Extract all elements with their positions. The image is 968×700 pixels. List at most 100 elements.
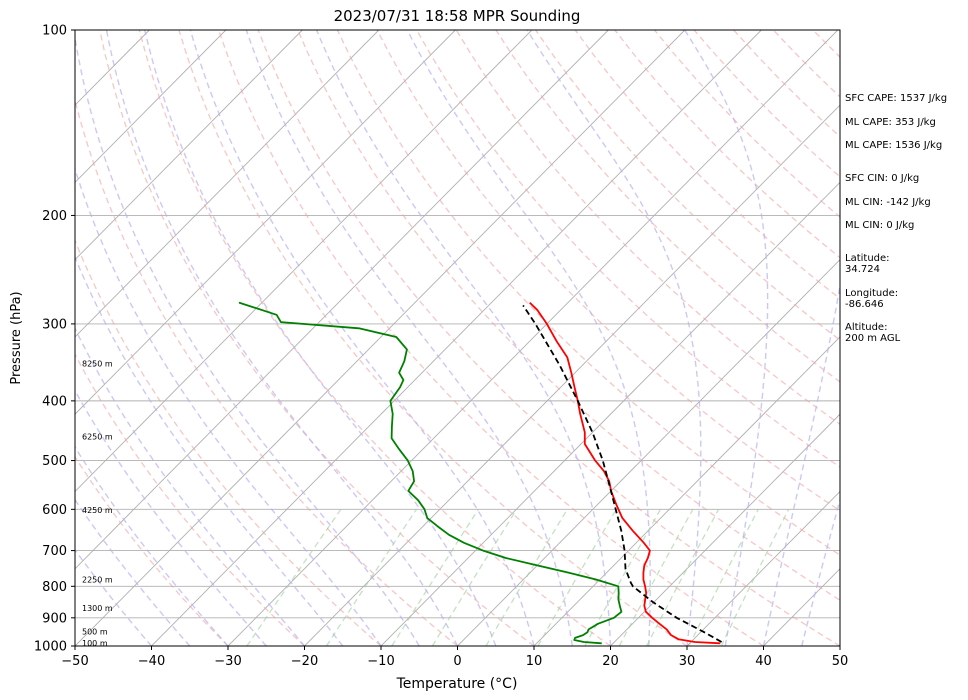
x-tick-label: 0: [453, 654, 461, 669]
parcel-profile-line: [522, 304, 723, 643]
x-tick-label: 40: [755, 654, 772, 669]
mixing-ratio-line: [584, 508, 662, 646]
latitude-text: Latitude: 34.724: [845, 253, 890, 275]
isotherm-line: [227, 30, 839, 646]
mixing-ratio-line: [431, 508, 518, 646]
longitude-text: Longitude: -86.646: [845, 288, 899, 310]
moist-adiabat-line: [189, 30, 535, 646]
moist-adiabat-line: [762, 282, 840, 646]
x-tick-label: −30: [214, 654, 241, 669]
mixing-ratio-line: [618, 508, 694, 646]
height-label: 8250 m: [82, 360, 113, 369]
isotherm-line: [75, 30, 533, 493]
isotherm-line: [75, 30, 456, 415]
isotherm-line: [533, 336, 840, 646]
y-axis-label: Pressure (hPa): [9, 291, 24, 384]
y-tick-label: 200: [42, 209, 67, 224]
y-tick-label: 600: [42, 503, 67, 518]
isotherm-line: [75, 30, 609, 570]
dry-adiabat-line: [99, 30, 535, 646]
background-lines: [75, 30, 840, 646]
moist-adiabat-line: [315, 30, 612, 646]
y-tick-label: 700: [42, 544, 67, 559]
dry-adiabat-line: [495, 30, 840, 383]
isotherm-line: [686, 490, 840, 646]
y-tick-label: 100: [42, 24, 67, 39]
x-tick-label: 20: [602, 654, 619, 669]
temperature-profile-line: [529, 301, 721, 645]
y-tick-label: 800: [42, 580, 67, 595]
mixing-ratio-line: [485, 508, 568, 646]
isotherm-line: [75, 30, 303, 261]
profile-lines: [238, 301, 723, 645]
moist-adiabat-line: [406, 30, 651, 646]
moist-adiabat-line: [105, 30, 459, 646]
moist-adiabat-line: [526, 30, 702, 646]
x-axis-label: Temperature (°C): [396, 676, 518, 692]
height-labels: 100 m 500 m 1300 m 2250 m 4250 m 6250 m 8250 m: [82, 360, 113, 648]
dry-adiabat-line: [217, 30, 764, 646]
dry-adiabat-line: [535, 30, 840, 341]
mixing-ratio-line: [720, 509, 790, 646]
moist-adiabat-line: [75, 445, 229, 646]
x-tick-label: −10: [367, 654, 394, 669]
height-label: 6250 m: [82, 433, 113, 442]
y-tick-label: 900: [42, 611, 67, 626]
dry-adiabat-line: [138, 30, 611, 646]
mixing-ratio-line: [688, 508, 759, 646]
y-tick-label: 400: [42, 394, 67, 409]
dry-adiabat-line: [75, 352, 305, 646]
x-tick-label: −40: [138, 654, 165, 669]
dry-adiabat-line: [178, 30, 688, 646]
moist-adiabat-line: [684, 30, 769, 646]
moist-adiabat-line: [75, 166, 382, 646]
height-label: 4250 m: [82, 506, 113, 515]
isotherm-line: [610, 413, 840, 646]
sfc-cape-text: SFC CAPE: 1537 J/kg: [845, 93, 948, 104]
moist-adiabat-line: [245, 30, 573, 646]
sounding-info-panel: SFC CAPE: 1537 J/kg ML CAPE: 353 J/kg ML…: [845, 0, 968, 700]
mixing-ratio-line: [391, 508, 479, 646]
mixing-ratio-line: [646, 508, 720, 646]
x-tick-label: 50: [832, 654, 849, 669]
dry-adiabat-line: [75, 98, 458, 646]
ml-cape-text: ML CAPE: 353 J/kg: [845, 117, 936, 128]
x-axis-ticks: −50 −40 −30 −20 −10 0 10 20 30 40 50: [61, 646, 848, 669]
ml-cin-text: ML CIN: -142 J/kg: [845, 197, 931, 208]
isotherm-line: [304, 104, 840, 646]
height-label: 2250 m: [82, 576, 113, 585]
y-axis-ticks: 100 200 300 400 500 600 700 800 900 1000: [34, 24, 75, 655]
height-label: 1300 m: [82, 604, 113, 613]
mixing-ratio-line: [325, 508, 417, 646]
height-label: 500 m: [82, 628, 108, 637]
moist-adiabat-line: [144, 30, 497, 646]
isotherm-line: [380, 181, 840, 646]
dry-adiabat-line: [574, 30, 840, 300]
y-tick-label: 1000: [34, 640, 67, 655]
ml-cin-text-2: ML CIN: 0 J/kg: [845, 220, 915, 231]
dewpoint-profile-line: [238, 301, 623, 645]
dry-adiabat-line: [376, 30, 840, 512]
isotherm-line: [75, 30, 227, 184]
mixing-ratio-line: [246, 508, 342, 646]
altitude-text: Altitude: 200 m AGL: [845, 322, 901, 344]
ml-cape-text-2: ML CAPE: 1536 J/kg: [845, 140, 943, 151]
y-tick-label: 300: [42, 317, 67, 332]
sfc-cin-text: SFC CIN: 0 J/kg: [845, 173, 920, 184]
x-tick-label: 10: [526, 654, 543, 669]
moist-adiabat-line: [75, 255, 344, 646]
isotherm-line: [457, 258, 840, 646]
x-tick-label: −50: [61, 654, 88, 669]
isotherm-line: [75, 30, 686, 646]
dry-adiabat-line: [297, 30, 840, 601]
moist-adiabat-line: [801, 497, 840, 646]
chart-title: 2023/07/31 18:58 MPR Sounding: [334, 7, 581, 25]
dry-adiabat-line: [75, 238, 382, 646]
x-tick-label: −20: [291, 654, 318, 669]
y-tick-label: 500: [42, 454, 67, 469]
moist-adiabat-line: [75, 34, 420, 646]
height-label: 100 m: [82, 639, 108, 648]
x-tick-label: 30: [679, 654, 696, 669]
isotherm-line: [75, 30, 380, 338]
dry-adiabat-line: [336, 30, 840, 556]
